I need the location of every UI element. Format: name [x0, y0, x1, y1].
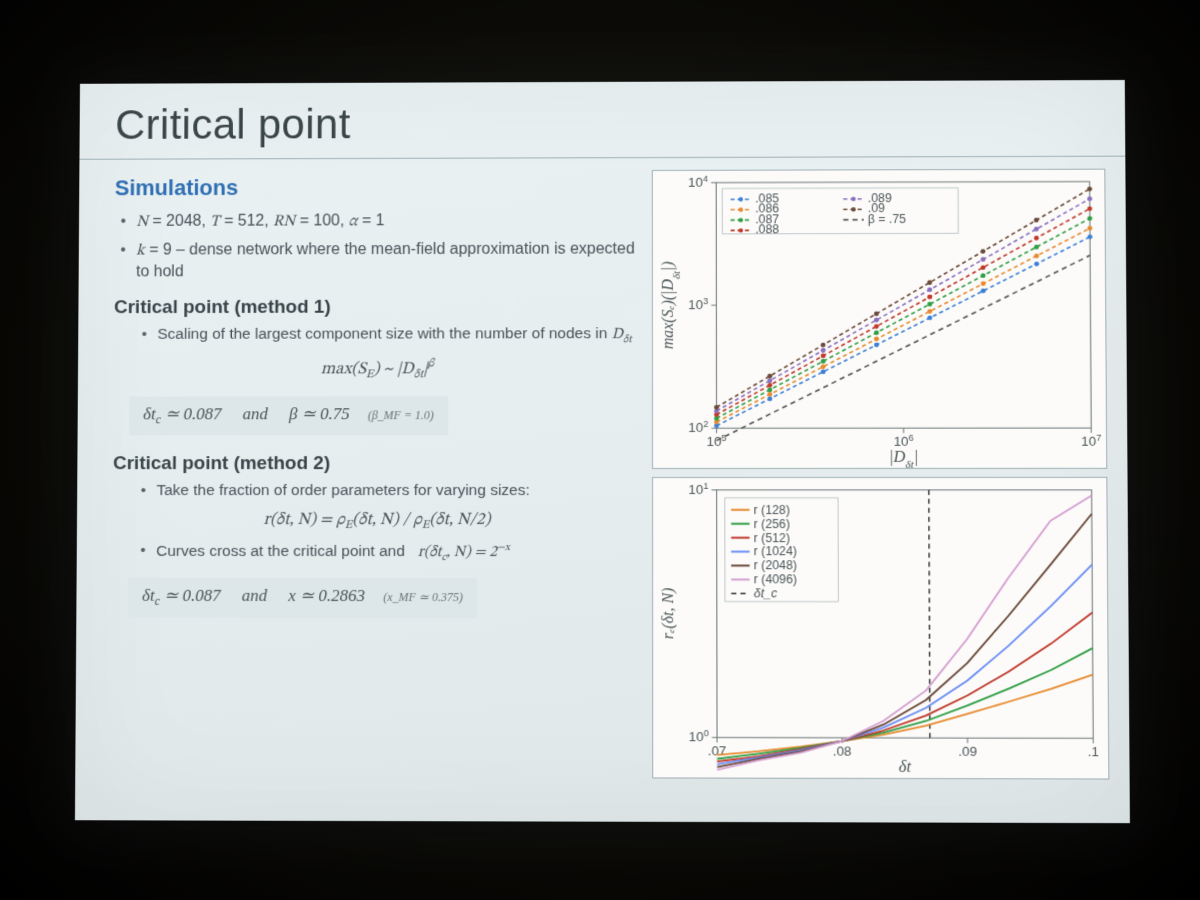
svg-text:|Dδt|: |Dδt|: [889, 449, 918, 468]
svg-text:δt_c: δt_c: [754, 587, 777, 601]
svg-text:rₑ(δt, N): rₑ(δt, N): [661, 588, 678, 640]
svg-text:max(Sₑ)(|Dδt|): max(Sₑ)(|Dδt|): [660, 261, 683, 349]
slide-title: Critical point: [115, 98, 1089, 149]
method2-heading: Critical point (method 2): [113, 453, 642, 475]
svg-text:103: 103: [689, 296, 709, 312]
method1-heading: Critical point (method 1): [114, 296, 642, 319]
method1-result-box: δtc ≃ 0.087 and β ≃ 0.75 (β_MF = 1.0): [129, 396, 448, 435]
method2-bullet2: Curves cross at the critical point and r…: [140, 541, 642, 566]
simulation-params-list: N = 2048, T = 512, RN = 100, α = 1 k = 9…: [114, 210, 642, 283]
method1-bullets: Scaling of the largest component size wi…: [114, 324, 643, 348]
slide-body: Simulations N = 2048, T = 512, RN = 100,…: [75, 157, 1130, 825]
svg-text:δt: δt: [899, 759, 912, 776]
svg-text:107: 107: [1082, 433, 1102, 449]
right-column: 105 106 107 102 103 104 max(Sₑ)(|Dδt|) |Dδt| .08…: [652, 169, 1109, 810]
svg-text:r (256): r (256): [754, 517, 790, 531]
slide-title-bar: Critical point: [79, 80, 1125, 160]
svg-text:.08: .08: [833, 744, 852, 759]
svg-text:r (4096): r (4096): [754, 573, 797, 587]
method2-formula: r(δt, N) = ρE(δt, N) / ρE(δt, N/2): [113, 510, 643, 533]
method2-bullets-1: Take the fraction of order parameters fo…: [113, 481, 643, 502]
svg-text:r (512): r (512): [754, 531, 790, 545]
svg-text:.09: .09: [959, 744, 978, 759]
left-column: Simulations N = 2048, T = 512, RN = 100,…: [111, 170, 643, 809]
svg-text:r (1024): r (1024): [754, 545, 797, 559]
svg-text:β = .75: β = .75: [868, 212, 907, 226]
svg-text:105: 105: [707, 433, 727, 449]
method2-bullet1: Take the fraction of order parameters fo…: [141, 481, 643, 502]
method2-note: (x_MF ≃ 0.375): [383, 590, 463, 604]
svg-text:r (2048): r (2048): [754, 559, 797, 573]
svg-text:.1: .1: [1088, 744, 1099, 759]
svg-text:.07: .07: [708, 744, 727, 759]
svg-text:r (128): r (128): [754, 503, 790, 517]
method1-formula: max(SE) ~ |Dδt|β: [114, 356, 643, 383]
method1-bullet: Scaling of the largest component size wi…: [142, 324, 643, 348]
svg-text:.088: .088: [756, 223, 780, 237]
method2-result-box: δtc ≃ 0.087 and x ≃ 0.2863 (x_MF ≃ 0.375…: [128, 578, 477, 618]
svg-text:106: 106: [894, 433, 914, 449]
param-line-2: k = 9 – dense network where the mean-fie…: [120, 238, 642, 283]
method2-bullets-2: Curves cross at the critical point and r…: [112, 541, 642, 566]
scaling-chart: 105 106 107 102 103 104 max(Sₑ)(|Dδt|) |Dδt| .08…: [652, 169, 1107, 469]
photo-frame: Critical point Simulations N = 2048, T =…: [0, 0, 1200, 900]
subheading: Simulations: [115, 174, 642, 201]
svg-text:104: 104: [688, 174, 708, 190]
method1-note: (β_MF = 1.0): [368, 408, 434, 422]
ratio-chart: .07 .08 .09 .1 100 101 rₑ(δt, N) δt r (128)r (25…: [652, 477, 1109, 780]
svg-text:100: 100: [689, 728, 709, 744]
svg-text:101: 101: [689, 481, 709, 497]
svg-text:102: 102: [689, 419, 709, 435]
param-line-1: N = 2048, T = 512, RN = 100, α = 1: [120, 210, 642, 234]
presentation-slide: Critical point Simulations N = 2048, T =…: [75, 80, 1130, 823]
